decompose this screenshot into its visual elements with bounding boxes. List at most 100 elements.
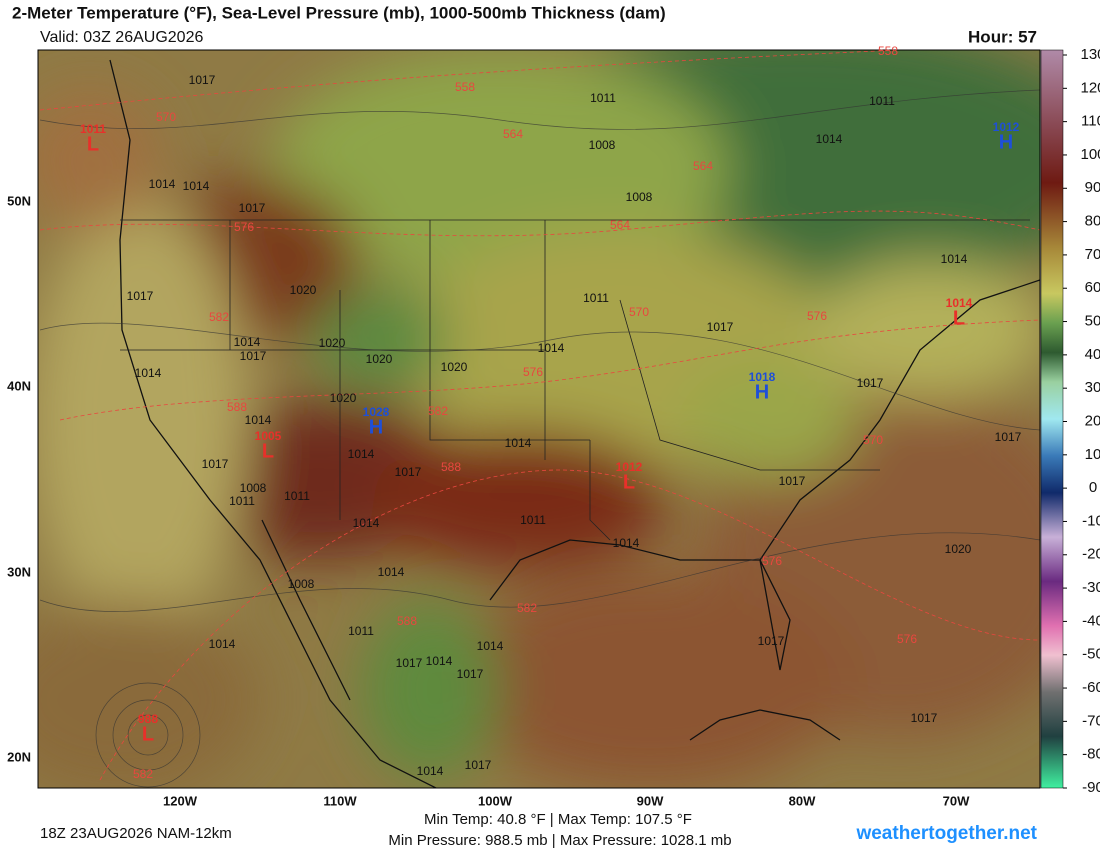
lon-label: 120W bbox=[163, 793, 198, 808]
isobar-label: 1011 bbox=[229, 494, 255, 508]
isobar-label: 1017 bbox=[857, 376, 884, 390]
colorbar-label: 70 bbox=[1085, 246, 1100, 263]
model-run: 18Z 23AUG2026 NAM-12km bbox=[40, 825, 232, 842]
colorbar-label: -10 bbox=[1082, 512, 1100, 529]
colorbar-label: -40 bbox=[1082, 612, 1100, 629]
center-letter: L bbox=[623, 471, 635, 493]
isobar-label: 1017 bbox=[127, 289, 154, 303]
isobar-label: 1017 bbox=[202, 457, 229, 471]
lon-label: 90W bbox=[637, 793, 664, 808]
center-value: 1012 bbox=[993, 120, 1020, 134]
thickness-label: 588 bbox=[397, 614, 417, 628]
thickness-label: 588 bbox=[441, 460, 461, 474]
thickness-label: 564 bbox=[693, 159, 713, 173]
thickness-label: 570 bbox=[156, 110, 176, 124]
isobar-label: 1014 bbox=[378, 565, 405, 579]
isobar-label: 1020 bbox=[441, 360, 468, 374]
isobar-label: 1011 bbox=[590, 91, 616, 105]
lat-label: 50N bbox=[7, 193, 31, 208]
center-value: 1014 bbox=[946, 296, 973, 310]
lon-label: 100W bbox=[478, 793, 513, 808]
isobar-label: 1017 bbox=[457, 667, 484, 681]
center-value: 1028 bbox=[363, 405, 390, 419]
isobar-label: 1017 bbox=[995, 430, 1022, 444]
thickness-label: 576 bbox=[897, 632, 917, 646]
colorbar-label: 50 bbox=[1085, 313, 1100, 330]
thickness-label: 558 bbox=[878, 44, 898, 58]
isobar-label: 1008 bbox=[288, 577, 315, 591]
colorbar-label: 120 bbox=[1080, 79, 1100, 96]
colorbar-label: -20 bbox=[1082, 546, 1100, 563]
isobar-label: 1020 bbox=[330, 391, 357, 405]
map-frame bbox=[37, 49, 1041, 789]
thickness-label: 582 bbox=[209, 310, 229, 324]
colorbar-label: -90 bbox=[1082, 779, 1100, 796]
isobar-label: 1011 bbox=[869, 94, 895, 108]
map bbox=[38, 50, 1040, 788]
colorbar-label: 20 bbox=[1085, 412, 1100, 429]
isobar-label: 1014 bbox=[477, 639, 504, 653]
thickness-label: 564 bbox=[610, 218, 630, 232]
isobar-label: 1014 bbox=[348, 447, 375, 461]
lat-label: 30N bbox=[7, 564, 31, 579]
isobar-label: 1008 bbox=[589, 138, 616, 152]
isobar-label: 1014 bbox=[149, 177, 176, 191]
center-letter: L bbox=[262, 440, 274, 462]
isobar-label: 1014 bbox=[613, 536, 640, 550]
thickness-label: 570 bbox=[863, 433, 883, 447]
center-value: 988 bbox=[138, 712, 158, 726]
isobar-label: 1020 bbox=[290, 283, 317, 297]
isobar-label: 1017 bbox=[395, 465, 422, 479]
center-value: 1011 bbox=[80, 122, 106, 136]
isobar-label: 1008 bbox=[626, 190, 653, 204]
isobar-label: 1014 bbox=[538, 341, 565, 355]
thickness-label: 588 bbox=[227, 400, 247, 414]
colorbar-label: -70 bbox=[1082, 712, 1100, 729]
isobar-label: 1014 bbox=[941, 252, 968, 266]
center-value: 1005 bbox=[255, 429, 282, 443]
lon-label: 110W bbox=[323, 793, 357, 808]
isobar-label: 1017 bbox=[758, 634, 785, 648]
colorbar-label: -60 bbox=[1082, 679, 1100, 696]
isobar-label: 1017 bbox=[396, 656, 423, 670]
thickness-label: 576 bbox=[762, 554, 782, 568]
thickness-label: 582 bbox=[133, 767, 153, 781]
isobar-label: 1008 bbox=[240, 481, 267, 495]
isobar-label: 1014 bbox=[234, 335, 261, 349]
thickness-label: 576 bbox=[807, 309, 827, 323]
lon-label: 80W bbox=[789, 793, 816, 808]
center-letter: L bbox=[953, 307, 965, 329]
thickness-label: 576 bbox=[234, 220, 254, 234]
site-name: weathertogether.net bbox=[855, 823, 1037, 844]
isobar-label: 1014 bbox=[426, 654, 453, 668]
colorbar-label: -80 bbox=[1082, 746, 1100, 763]
thickness-label: 564 bbox=[503, 127, 523, 141]
center-letter: H bbox=[999, 131, 1013, 153]
lat-label: 40N bbox=[7, 378, 31, 393]
isobar-label: 1014 bbox=[135, 366, 162, 380]
title: 2-Meter Temperature (°F), Sea-Level Pres… bbox=[12, 3, 666, 22]
valid-time: Valid: 03Z 26AUG2026 bbox=[40, 29, 203, 46]
center-letter: L bbox=[142, 723, 154, 745]
colorbar-label: 90 bbox=[1085, 179, 1100, 196]
isobar-label: 1017 bbox=[465, 758, 492, 772]
isobar-label: 1017 bbox=[239, 201, 266, 215]
colorbar-label: 100 bbox=[1080, 146, 1100, 163]
pressure-range: Min Pressure: 988.5 mb | Max Pressure: 1… bbox=[388, 832, 731, 849]
colorbar-label: 40 bbox=[1085, 346, 1100, 363]
colorbar bbox=[1040, 49, 1064, 789]
colorbar-label: 110 bbox=[1081, 113, 1100, 130]
thickness-label: 582 bbox=[428, 404, 448, 418]
isobar-label: 1011 bbox=[348, 624, 374, 638]
colorbar-label: -30 bbox=[1082, 579, 1100, 596]
isobar-label: 1020 bbox=[945, 542, 972, 556]
isobar-label: 1014 bbox=[505, 436, 532, 450]
isobar-label: 1014 bbox=[183, 179, 210, 193]
center-letter: L bbox=[87, 133, 99, 155]
colorbar-label: 60 bbox=[1085, 279, 1100, 296]
isobar-label: 1011 bbox=[284, 489, 310, 503]
isobar-label: 1014 bbox=[816, 132, 843, 146]
isobar-label: 1020 bbox=[319, 336, 346, 350]
isobar-label: 1014 bbox=[417, 764, 444, 778]
